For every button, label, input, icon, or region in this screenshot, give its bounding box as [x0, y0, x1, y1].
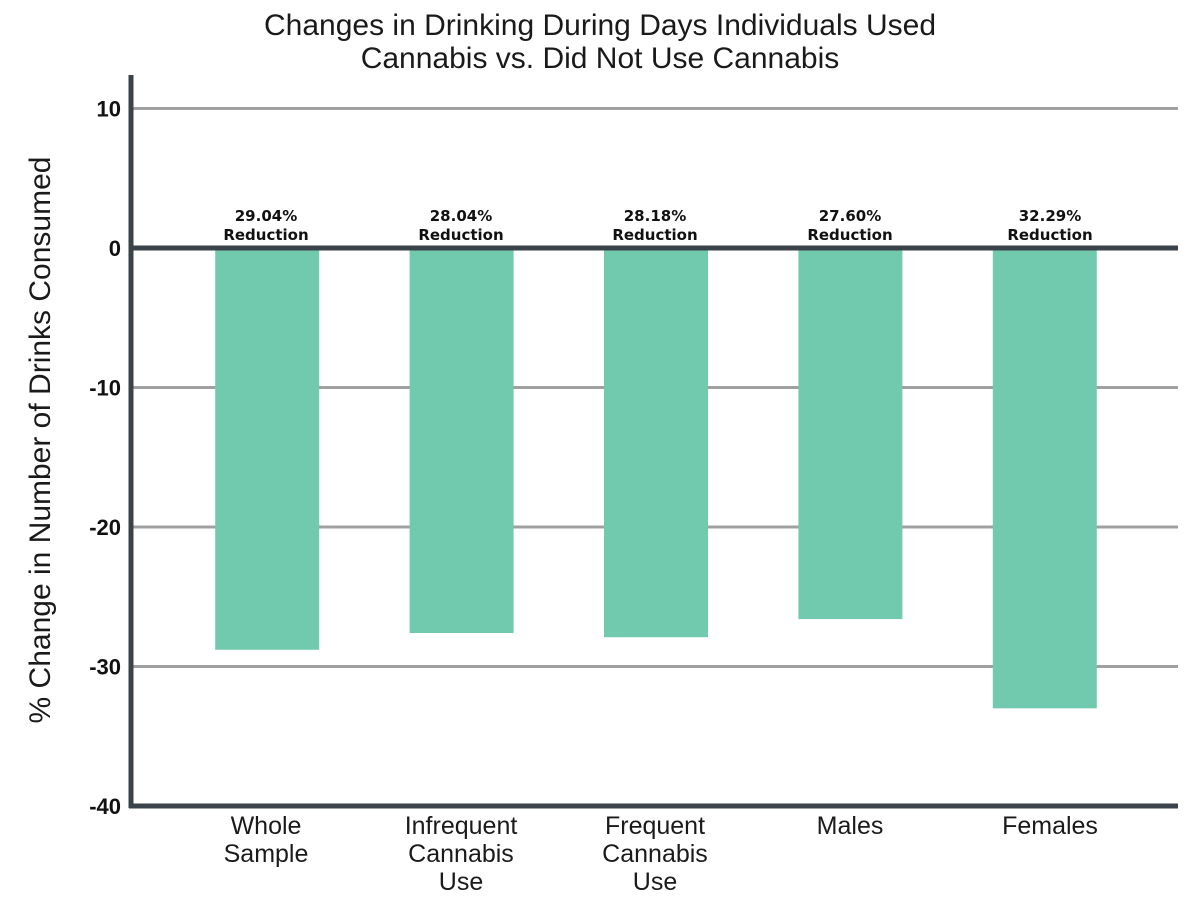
y-tick-label: -30	[89, 655, 121, 680]
data-label: 28.18%	[624, 207, 686, 225]
data-label: 27.60%	[819, 207, 881, 225]
data-label: Reduction	[223, 226, 308, 244]
y-tick-label: -10	[89, 376, 121, 401]
x-tick-label: Infrequent	[405, 812, 518, 840]
x-tick-label: Cannabis	[408, 840, 514, 868]
y-axis-label-text: % Change in Number of Drinks Consumed	[24, 157, 57, 724]
bar	[409, 248, 514, 634]
data-label: 29.04%	[235, 207, 297, 225]
x-tick-label: Frequent	[605, 812, 705, 840]
data-label: Reduction	[418, 226, 503, 244]
x-tick-labels: WholeSampleInfrequentCannabisUseFrequent…	[224, 812, 1098, 896]
x-tick-label: Whole	[231, 812, 302, 840]
y-tick-label: 10	[97, 97, 121, 122]
chart-title: Changes in Drinking During Days Individu…	[264, 9, 936, 75]
data-label: Reduction	[1007, 226, 1092, 244]
x-tick-label: Males	[817, 812, 884, 840]
x-tick-label: Females	[1002, 812, 1098, 840]
data-label: 28.04%	[430, 207, 492, 225]
y-tick-labels: 10 0 -10 -20 -30 -40	[89, 97, 121, 820]
data-label: Reduction	[807, 226, 892, 244]
axes	[128, 75, 1178, 809]
y-tick-label: -20	[89, 515, 121, 540]
bar	[992, 248, 1097, 709]
x-tick-label: Use	[439, 868, 483, 896]
y-axis-label: % Change in Number of Drinks Consumed	[24, 157, 57, 724]
chart-title-line: Changes in Drinking During Days Individu…	[264, 9, 936, 42]
x-tick-label: Sample	[224, 840, 309, 868]
chart-title-line: Cannabis vs. Did Not Use Cannabis	[361, 42, 840, 75]
bars	[215, 248, 1097, 709]
data-label: Reduction	[612, 226, 697, 244]
bar	[604, 248, 708, 638]
data-label: 32.29%	[1019, 207, 1081, 225]
data-labels: 29.04%Reduction28.04%Reduction28.18%Redu…	[223, 207, 1092, 244]
x-tick-label: Use	[633, 868, 677, 896]
x-tick-label: Cannabis	[602, 840, 708, 868]
y-tick-label: -40	[89, 794, 121, 819]
bar	[215, 248, 320, 650]
bar	[798, 248, 903, 620]
y-tick-label: 0	[109, 236, 121, 261]
